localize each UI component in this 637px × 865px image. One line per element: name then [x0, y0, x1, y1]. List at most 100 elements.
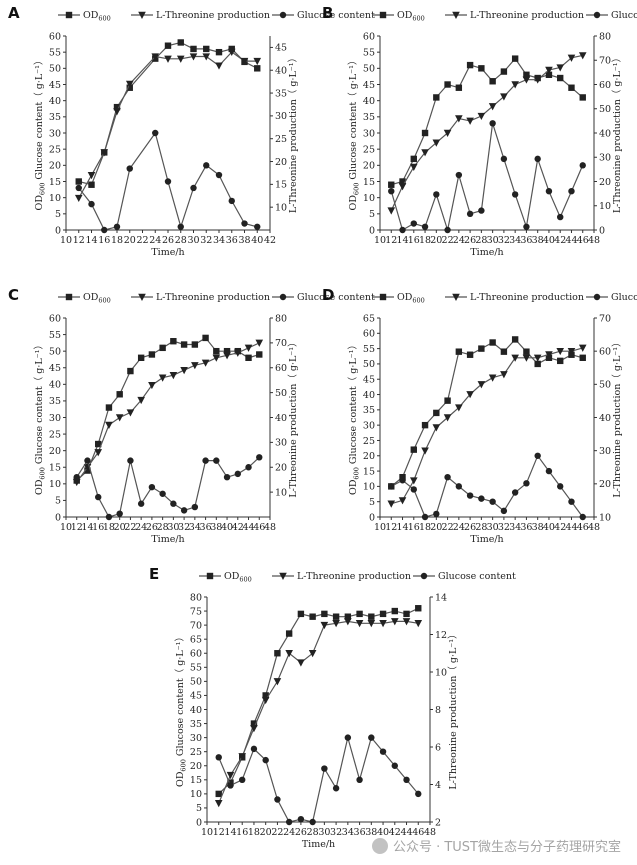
data-point: [116, 391, 123, 398]
data-point: [488, 374, 497, 382]
y-tick-label: 15: [49, 177, 61, 188]
data-point: [215, 754, 222, 761]
legend-entry-label: L-Threonine production: [297, 571, 411, 582]
legend-entry-label: OD600: [397, 292, 425, 305]
x-tick-label: 46: [577, 522, 589, 533]
data-point: [511, 55, 519, 62]
data-point: [239, 776, 246, 784]
y-tick-label: 5: [55, 496, 61, 507]
y-tick-label: 0: [55, 225, 61, 236]
x-tick-label: 18: [103, 522, 115, 533]
x-tick-label: 14: [396, 522, 408, 533]
data-point: [466, 492, 474, 499]
data-point: [355, 620, 364, 628]
data-point: [421, 421, 429, 429]
data-point: [379, 748, 387, 755]
y-tick-label: 25: [363, 144, 375, 155]
y-axis-title: OD600 Glucose content（ g·L⁻¹）: [33, 340, 47, 495]
x-tick-label: 38: [532, 522, 544, 533]
series-line: [390, 123, 584, 233]
data-point: [189, 53, 198, 61]
data-point: [203, 45, 210, 53]
y2-tick-label: 30: [599, 153, 611, 164]
x-tick-label: 44: [565, 522, 577, 533]
x-tick-label: 48: [264, 522, 276, 533]
x-tick-label: 12: [71, 522, 83, 533]
data-point: [398, 497, 407, 505]
y-tick-label: 5: [369, 497, 375, 508]
series-square: [388, 55, 586, 188]
data-point: [488, 103, 497, 111]
data-point: [262, 692, 269, 699]
x-tick-label: 24: [149, 235, 161, 246]
series-line: [78, 51, 258, 199]
data-point: [238, 753, 247, 761]
y-tick-label: 50: [363, 359, 375, 370]
data-point: [444, 474, 451, 481]
data-point: [579, 513, 586, 521]
x-tick-label: 48: [424, 827, 436, 838]
series-line: [390, 54, 583, 211]
data-point: [240, 57, 249, 66]
data-point: [534, 360, 541, 368]
series-line: [218, 607, 419, 795]
y2-tick-label: 12: [435, 630, 447, 641]
data-point: [309, 613, 316, 620]
data-point: [95, 440, 102, 448]
legend-swatch-marker: [279, 293, 287, 301]
x-tick-label: 36: [354, 827, 366, 838]
y2-tick-label: 60: [599, 80, 611, 91]
data-point: [511, 489, 519, 496]
y-tick-label: 25: [49, 429, 61, 440]
y2-tick-label: 4: [435, 780, 441, 791]
data-point: [409, 163, 418, 171]
data-point: [477, 112, 486, 121]
y2-tick-label: 10: [275, 487, 287, 498]
legend-entry-label: L-Threonine production: [470, 10, 584, 21]
y-tick-label: 5: [196, 803, 202, 814]
data-point: [466, 117, 474, 125]
y2-tick-label: 10: [599, 512, 611, 523]
data-point: [403, 776, 410, 784]
data-point: [533, 354, 542, 362]
data-point: [388, 483, 395, 490]
data-point: [169, 372, 178, 380]
data-point: [285, 630, 293, 637]
x-tick-label: 40: [251, 235, 263, 246]
data-point: [489, 120, 496, 127]
x-tick-label: 40: [543, 235, 555, 246]
data-point: [285, 818, 293, 826]
data-point: [137, 396, 145, 405]
data-point: [421, 447, 429, 455]
y2-tick-label: 35: [275, 88, 287, 99]
x-tick-label: 30: [487, 235, 499, 246]
legend-swatch-marker: [279, 572, 287, 580]
y-tick-label: 20: [363, 451, 375, 462]
y2-tick-label: 50: [275, 388, 287, 399]
y2-axis-title: L-Threonine production（ g·L⁻¹）: [447, 629, 459, 789]
x-tick-label: 24: [135, 522, 147, 533]
data-point: [379, 620, 387, 628]
series-line: [218, 736, 419, 823]
data-point: [500, 348, 508, 355]
y-tick-label: 65: [190, 634, 202, 645]
legend: OD600 L-Threonine production Glucose conte…: [199, 571, 516, 584]
x-tick-label: 18: [419, 522, 431, 533]
x-axis-title: Time/h: [151, 247, 184, 258]
data-point: [368, 734, 375, 741]
legend-swatch-marker: [138, 293, 146, 301]
series-line: [78, 41, 258, 186]
data-point: [356, 776, 363, 784]
legend-swatch-marker: [593, 293, 601, 301]
data-point: [309, 818, 316, 826]
data-point: [191, 341, 199, 348]
y-tick-label: 80: [190, 592, 202, 603]
data-point: [75, 178, 82, 185]
data-point: [274, 796, 281, 803]
data-point: [390, 618, 399, 626]
data-point: [203, 162, 210, 169]
y2-tick-label: 50: [599, 380, 611, 391]
data-point: [478, 495, 485, 502]
x-tick-label: 28: [175, 235, 187, 246]
y-tick-label: 45: [49, 363, 61, 374]
